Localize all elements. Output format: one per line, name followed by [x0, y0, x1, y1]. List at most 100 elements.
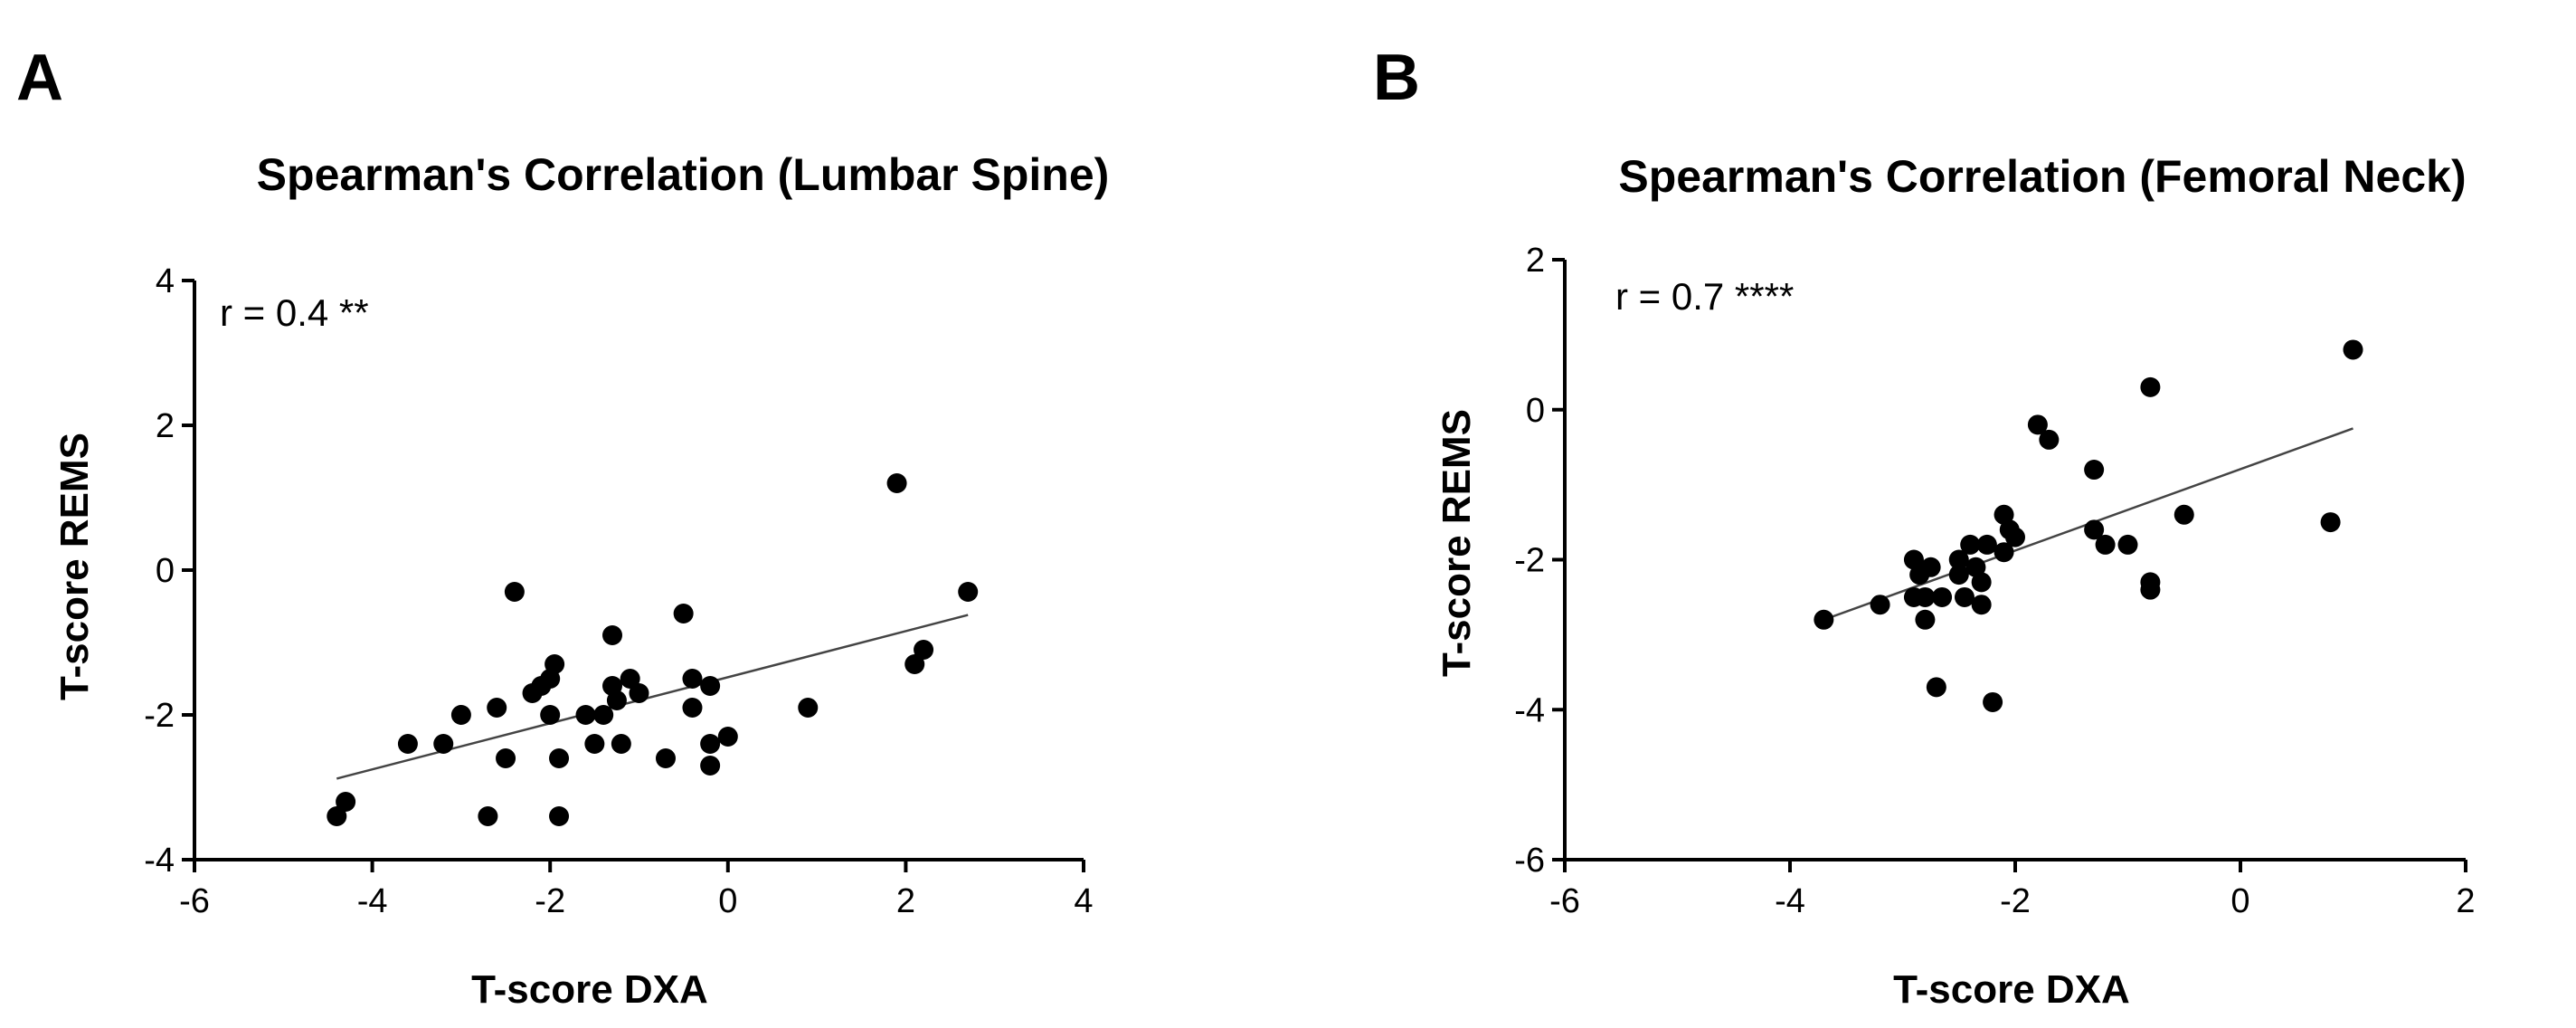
panel-a-data-point	[545, 654, 565, 674]
panel-a-data-point	[504, 582, 525, 602]
panel-a-data-point	[673, 604, 694, 623]
panel-a-x-tick-label: -2	[535, 882, 565, 920]
panel-b-data-point	[2320, 512, 2341, 533]
panel-b-data-point	[1926, 677, 1946, 698]
panel-b-data-point	[2005, 527, 2025, 547]
panel-b-data-point	[1915, 609, 1936, 630]
panel-b-data-point	[1994, 504, 2014, 525]
panel-a-y-tick-label: 4	[156, 262, 175, 300]
panel-b-x-tick-label: 0	[2230, 882, 2249, 920]
panel-b-data-point	[2117, 534, 2138, 555]
panel-b-data-point	[2039, 429, 2060, 450]
panel-b-y-axis-label: T-score REMS	[1435, 409, 1479, 677]
panel-b-data-point	[2084, 519, 2105, 540]
panel-a-data-point	[593, 705, 614, 725]
panel-a-regression-line	[336, 614, 969, 780]
panel-a-x-tick-label: 4	[1074, 882, 1093, 920]
panel-a-data-point	[700, 676, 721, 696]
panel-a-x-tick-label: -6	[179, 882, 210, 920]
panel-b-data-point	[1971, 572, 1992, 593]
panel-b-letter: B	[1373, 42, 1420, 114]
panel-a-correlation-annotation: r = 0.4 **	[220, 291, 369, 334]
panel-b-y-tick-label: 2	[1526, 242, 1545, 280]
panel-a-x-tick-label: -4	[357, 882, 388, 920]
panel-a-data-point	[606, 690, 627, 710]
panel-a-data-point	[549, 806, 570, 826]
panel-b-correlation-annotation: r = 0.7 ****	[1615, 275, 1794, 318]
panel-b-data-point	[1915, 586, 1936, 607]
panel-b-y-tick-label: -4	[1514, 691, 1545, 729]
panel-a-x-axis-label: T-score DXA	[471, 967, 708, 1012]
panel-a-data-point	[904, 654, 925, 674]
panel-a-data-point	[327, 806, 347, 826]
panel-a-title: Spearman's Correlation (Lumbar Spine)	[257, 149, 1110, 200]
panel-a-data-point	[655, 748, 676, 768]
panel-b-data-point	[1948, 549, 1969, 570]
panel-b-x-tick-label: -2	[2000, 882, 2031, 920]
panel-a-data-point	[575, 705, 596, 725]
panel-a-y-tick-label: 2	[156, 407, 175, 445]
panel-b-data-point	[1983, 691, 2003, 712]
panel-a-data-point	[700, 756, 721, 776]
panel-a-data-point	[611, 734, 631, 754]
panel-b-x-tick-label: -6	[1549, 882, 1580, 920]
panel-a-data-point	[602, 625, 623, 645]
panel-a-data-point	[433, 734, 454, 754]
panel-a-data-point	[717, 727, 738, 747]
panel-a-data-point	[620, 669, 640, 689]
panel-a-data-point	[958, 582, 979, 602]
panel-b-x-axis-label: T-score DXA	[1893, 967, 2130, 1012]
panel-a-data-point	[487, 698, 507, 718]
panel-b-data-point	[1920, 557, 1941, 577]
panel-b-data-point	[1971, 595, 1992, 615]
panel-b-data-point	[2084, 460, 2105, 481]
panel-a-data-point	[397, 734, 418, 754]
panel-b-data-point	[2343, 339, 2363, 360]
panel-b-data-point	[1954, 586, 1975, 607]
panel-b: B Spearman's Correlation (Femoral Neck) …	[1373, 42, 2476, 1012]
panel-a-data-point	[629, 683, 649, 703]
panel-b-data-point	[1960, 534, 1981, 555]
panel-b-x-tick-label: 2	[2456, 882, 2475, 920]
panel-b-data-point	[1994, 542, 2014, 563]
panel-b-data-point	[2174, 504, 2194, 525]
panel-b-plot-area: -6 -4 -2 0 2 -6 -4 -2 0 2	[1514, 242, 2475, 920]
panel-b-y-tick-label: 0	[1526, 392, 1545, 430]
panel-a-data-point	[584, 734, 605, 754]
panel-b-data-point	[2095, 534, 2116, 555]
panel-a-data-point	[450, 705, 471, 725]
panel-b-data-point	[1948, 565, 1969, 585]
panel-a-y-tick-label: 0	[156, 552, 175, 590]
panel-b-data-point	[1870, 595, 1890, 615]
panel-a: A Spearman's Correlation (Lumbar Spine) …	[16, 42, 1109, 1012]
panel-b-data-point	[2140, 376, 2161, 397]
panel-a-y-tick-label: -2	[144, 697, 175, 735]
panel-a-x-tick-label: 2	[896, 882, 915, 920]
panel-a-data-point	[540, 705, 561, 725]
panel-b-x-tick-label: -4	[1775, 882, 1805, 920]
panel-a-data-point	[682, 669, 703, 689]
panel-a-data-point	[914, 640, 934, 660]
panel-a-data-point	[682, 698, 703, 718]
panel-b-data-point	[1903, 549, 1924, 570]
panel-a-data-point	[700, 734, 721, 754]
panel-a-data-point	[336, 792, 356, 812]
panel-a-y-axis-label: T-score REMS	[52, 433, 97, 700]
panel-a-data-point	[478, 806, 498, 826]
panel-a-x-tick-label: 0	[718, 882, 737, 920]
panel-a-data-point	[549, 748, 570, 768]
panel-a-data-point	[798, 698, 819, 718]
panel-b-data-point	[1932, 586, 1953, 607]
panel-a-data-point	[496, 748, 516, 768]
panel-b-y-tick-label: -6	[1514, 842, 1545, 880]
panel-b-data-point	[1814, 609, 1834, 630]
panel-b-data-point	[2027, 414, 2048, 435]
panel-a-y-tick-label: -4	[144, 842, 175, 880]
panel-b-data-point	[1976, 534, 1997, 555]
panel-b-data-point	[2140, 579, 2161, 600]
panel-a-data-point	[886, 473, 907, 493]
panel-b-title: Spearman's Correlation (Femoral Neck)	[1618, 151, 2466, 202]
